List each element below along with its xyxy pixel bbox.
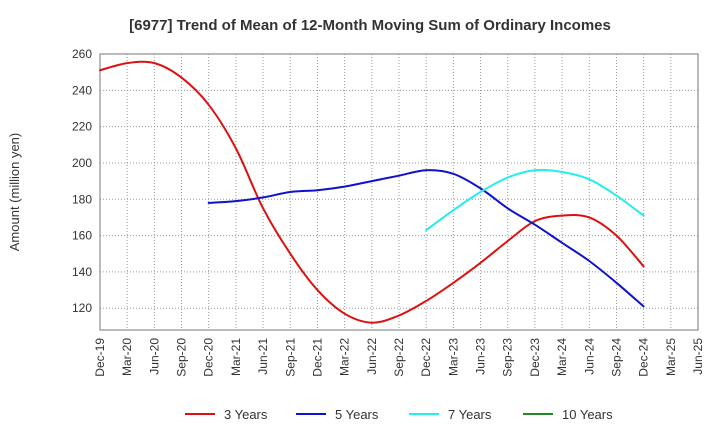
grid-layer (99, 53, 699, 330)
x-tick-label: Mar-23 (446, 338, 460, 376)
x-tick-label: Sep-22 (392, 338, 406, 377)
x-tick-label: Dec-24 (637, 338, 651, 377)
y-tick-label: 260 (72, 47, 92, 61)
x-tick-label: Dec-19 (93, 338, 107, 377)
y-tick-label: 140 (72, 265, 92, 279)
x-tick-label: Dec-23 (528, 338, 542, 377)
y-tick-label: 240 (72, 83, 92, 97)
x-tick-label: Sep-23 (501, 338, 515, 377)
x-tick-label: Jun-22 (365, 338, 379, 375)
x-tick-label: Sep-20 (175, 338, 189, 377)
series-line-5-years (207, 169, 645, 308)
series-line-3-years (99, 60, 645, 324)
x-tick-label: Jun-20 (147, 338, 161, 375)
x-tick-label: Dec-22 (419, 338, 433, 377)
y-tick-label: 120 (72, 301, 92, 315)
x-tick-label: Jun-25 (691, 338, 705, 375)
legend-label-5-years: 5 Years (335, 407, 379, 422)
x-axis-ticks: Dec-19 Mar-20 Jun-20 Sep-20 Dec-20 Mar-21 Jun-… (93, 338, 705, 377)
series-layer (99, 60, 645, 324)
legend-label-7-years: 7 Years (448, 407, 492, 422)
x-tick-label: Mar-20 (120, 338, 134, 376)
x-tick-label: Dec-20 (202, 338, 216, 377)
x-tick-label: Jun-21 (256, 338, 270, 375)
x-tick-label: Sep-21 (283, 338, 297, 377)
legend-label-3-years: 3 Years (224, 407, 268, 422)
x-tick-label: Mar-22 (338, 338, 352, 376)
y-tick-label: 160 (72, 229, 92, 243)
legend-label-10-years: 10 Years (562, 407, 613, 422)
y-tick-label: 220 (72, 120, 92, 134)
legend: 3 Years 5 Years 7 Years 10 Years (185, 407, 613, 422)
x-tick-label: Sep-24 (609, 338, 623, 377)
chart-title: [6977] Trend of Mean of 12-Month Moving … (129, 17, 611, 34)
x-tick-label: Jun-23 (474, 338, 488, 375)
x-tick-label: Dec-21 (310, 338, 324, 377)
y-axis-label: Amount (million yen) (7, 133, 22, 252)
plot-frame (99, 53, 699, 331)
x-tick-label: Jun-24 (582, 338, 596, 375)
x-tick-label: Mar-24 (555, 338, 569, 376)
y-tick-label: 200 (72, 156, 92, 170)
y-axis-ticks: 120 140 160 180 200 220 240 260 (72, 47, 92, 315)
x-tick-label: Mar-25 (664, 338, 678, 376)
x-tick-label: Mar-21 (229, 338, 243, 376)
series-line-7-years (425, 168, 645, 232)
y-tick-label: 180 (72, 192, 92, 206)
